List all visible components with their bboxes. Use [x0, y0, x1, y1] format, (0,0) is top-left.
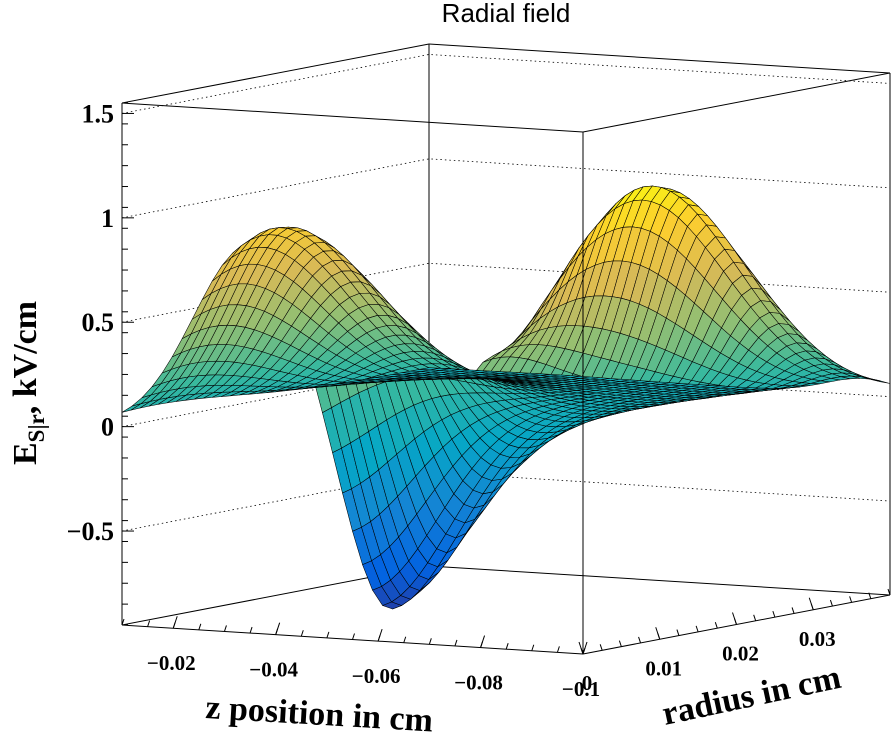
frame-edge — [428, 43, 891, 74]
y-minor-tick — [810, 603, 814, 610]
z-grid-line — [121, 158, 891, 219]
z-grid-line — [121, 471, 891, 532]
x-minor-tick — [454, 639, 458, 647]
x-tick-label: −0.06 — [352, 664, 401, 688]
x-tick-label: −0.02 — [147, 651, 196, 675]
y-minor-tick — [657, 633, 661, 640]
x-tick-label: −0.08 — [454, 671, 503, 695]
z-tick-label: 1.5 — [82, 99, 115, 128]
frame-edge — [428, 565, 891, 596]
z-tick-label: −0.5 — [67, 517, 114, 546]
x-minor-tick — [326, 631, 330, 639]
surface-mesh — [121, 185, 891, 610]
x-minor-tick — [480, 641, 484, 648]
x-minor-tick — [505, 643, 509, 650]
x-minor-tick — [531, 644, 535, 651]
y-minor-tick — [599, 644, 603, 651]
z-tick-label: 1 — [101, 204, 114, 233]
x-tick-labels: −0.02 −0.04 −0.06 −0.08 −0.1 — [147, 651, 600, 701]
x-minor-tick — [172, 622, 176, 629]
x-minor-tick — [428, 638, 432, 645]
z-tick-label: 0 — [101, 413, 114, 442]
z-axis-label: ES|r, kV/cm — [7, 301, 49, 465]
y-minor-tick — [753, 614, 757, 621]
frame-edge — [582, 72, 891, 133]
y-minor-tick — [676, 629, 680, 636]
y-minor-tick — [887, 588, 891, 596]
axis-ticks — [121, 102, 891, 655]
x-minor-tick — [198, 623, 202, 630]
x-axis-label: z position in cm — [205, 689, 434, 739]
z-axis-label-unit: , kV/cm — [7, 301, 44, 414]
y-tick-label: 0 — [582, 671, 593, 695]
z-grid-line — [121, 54, 891, 114]
y-minor-tick — [772, 610, 776, 618]
y-minor-tick — [849, 596, 853, 603]
y-minor-tick — [580, 647, 584, 655]
z-grid-line — [121, 367, 891, 428]
z-axis-label-sub: S|r — [24, 414, 49, 442]
x-minor-tick — [121, 618, 125, 626]
z-tick-labels: −0.5 0 0.5 1 1.5 — [67, 99, 114, 546]
x-minor-tick — [403, 636, 407, 643]
y-axis-label: radius in cm — [659, 659, 844, 733]
x-minor-tick — [249, 626, 253, 634]
x-minor-tick — [352, 633, 355, 640]
surface-cell — [419, 367, 440, 371]
x-minor-tick — [223, 625, 227, 632]
y-minor-tick — [829, 599, 833, 607]
chart-title: Radial field — [442, 0, 571, 28]
x-minor-tick — [275, 628, 279, 635]
y-minor-tick — [638, 636, 642, 644]
y-minor-tick — [868, 592, 872, 599]
x-minor-tick — [582, 647, 586, 655]
y-minor-tick — [734, 618, 737, 625]
x-tick-label: −0.1 — [562, 677, 600, 701]
y-tick-label: 0.01 — [645, 656, 682, 680]
box-frame — [121, 43, 891, 626]
z-axis-label-main: E — [7, 442, 44, 465]
x-minor-tick — [300, 630, 304, 637]
frame-edge — [121, 102, 584, 133]
y-minor-tick — [714, 622, 718, 629]
x-minor-tick — [556, 646, 560, 653]
x-tick-label: −0.04 — [249, 658, 298, 682]
y-minor-tick — [695, 625, 699, 633]
x-minor-tick — [377, 634, 381, 642]
y-minor-tick — [618, 640, 622, 647]
y-tick-label: 0.02 — [722, 642, 759, 666]
x-minor-tick — [147, 620, 151, 627]
frame-edge — [121, 43, 430, 104]
y-tick-labels: 0 0.01 0.02 0.03 — [582, 627, 836, 695]
z-tick-label: 0.5 — [82, 308, 115, 337]
y-minor-tick — [791, 607, 795, 614]
y-tick-label: 0.03 — [799, 627, 836, 651]
